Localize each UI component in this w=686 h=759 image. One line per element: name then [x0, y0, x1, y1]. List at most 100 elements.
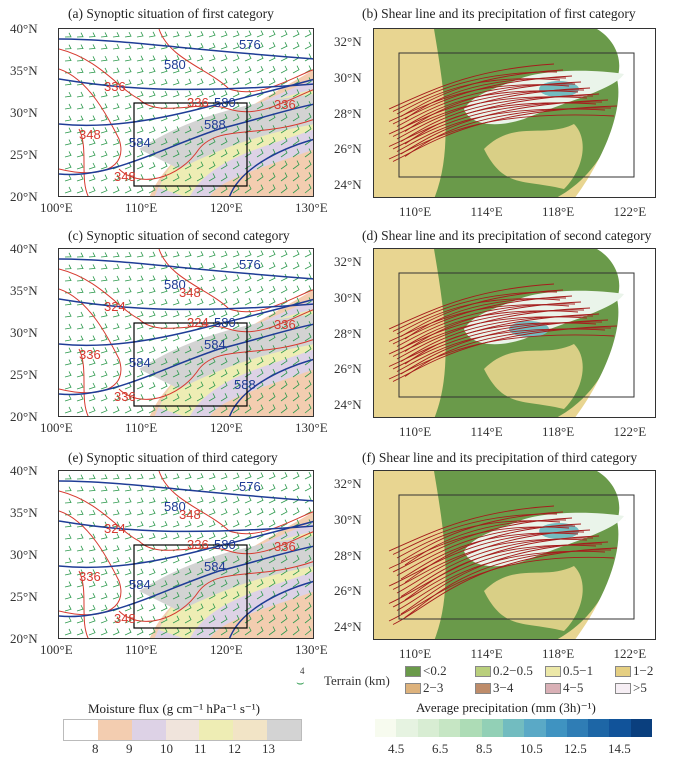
wind-barb — [76, 288, 84, 294]
contour-label-blue: 580 — [164, 499, 186, 514]
contour-label-blue: 580 — [214, 95, 236, 110]
wind-barb — [208, 137, 216, 146]
contour-label-red: 336 — [104, 79, 126, 94]
geopotential-contour — [229, 358, 313, 416]
wind-barb — [112, 55, 120, 62]
wind-barb — [208, 298, 216, 306]
wind-barb — [148, 346, 156, 354]
wind-barb — [136, 334, 144, 342]
wind-barb — [196, 567, 204, 576]
wind-barb — [232, 392, 240, 402]
terrain-legend-text: <0.2 — [423, 663, 447, 678]
wind-barb — [256, 148, 264, 158]
y-tick-label: 24°N — [334, 177, 362, 193]
wind-barb — [196, 393, 204, 402]
wind-barb — [64, 127, 72, 134]
y-tick-label: 35°N — [10, 283, 38, 298]
wind-barb — [220, 393, 228, 402]
wind-barb — [184, 532, 192, 540]
theta-e-contour — [59, 48, 313, 113]
wind-barb — [280, 626, 288, 636]
wind-barb — [136, 114, 144, 122]
wind-barb — [268, 250, 276, 258]
wind-barb — [280, 148, 288, 158]
wind-barb — [268, 184, 276, 194]
wind-barb — [256, 472, 264, 480]
wind-barb — [64, 174, 72, 182]
wind-barb — [256, 484, 264, 492]
x-tick-label: 122°E — [613, 204, 647, 219]
moisture-flux-band — [139, 536, 313, 611]
wind-barb — [244, 274, 252, 282]
geopotential-contour — [59, 38, 313, 60]
wind-barb — [124, 323, 132, 330]
wind-barb — [160, 275, 168, 282]
moisture-flux-tick: 8 — [92, 741, 99, 756]
wind-barb — [268, 578, 276, 588]
wind-barb — [304, 625, 312, 636]
wind-barb — [112, 628, 120, 636]
shear-line — [392, 325, 618, 382]
wind-barb — [256, 54, 264, 62]
wind-barb — [88, 604, 96, 612]
wind-barb — [208, 579, 216, 588]
colorbar-segment — [131, 720, 166, 740]
wind-barb — [304, 261, 312, 270]
wind-barb — [184, 126, 192, 134]
wind-barb — [256, 125, 264, 134]
contour-label-red: 336 — [274, 539, 296, 554]
wind-barb — [280, 101, 288, 110]
wind-barb — [172, 126, 180, 134]
theta-e-contour — [118, 119, 313, 180]
wind-barb — [220, 532, 228, 540]
wind-barb — [268, 136, 276, 146]
y-tick-label: 30°N — [334, 289, 362, 305]
wind-barb — [148, 473, 156, 480]
wind-barb — [220, 262, 228, 270]
wind-barb — [304, 380, 312, 390]
terrain-swatch — [405, 665, 421, 677]
wind-barb — [124, 473, 132, 480]
wind-barb — [172, 286, 180, 294]
wind-barb — [184, 149, 192, 158]
x-tick-label: 100°E — [40, 642, 73, 657]
wind-barb — [64, 406, 72, 414]
wind-barb — [268, 484, 276, 492]
wind-barb — [208, 113, 216, 122]
wind-barb — [136, 174, 144, 182]
x-tick-label: 114°E — [470, 424, 503, 439]
wind-barb — [256, 321, 264, 330]
wind-barb — [112, 394, 120, 402]
y-tick-label: 24°N — [334, 397, 362, 413]
wind-barb — [88, 127, 96, 134]
wind-barb — [304, 41, 312, 50]
synoptic-map-a: 576 580 580 584 588 336 336 336 348 348 — [58, 28, 314, 197]
x-tick-label: 118°E — [542, 646, 575, 661]
wind-barb — [268, 285, 276, 294]
contour-label-red: 336 — [274, 317, 296, 332]
colorbar-segment — [545, 719, 567, 737]
wind-barb — [196, 149, 204, 158]
wind-barb — [208, 310, 216, 318]
wind-barb — [220, 579, 228, 588]
y-tick-label: 25°N — [10, 147, 38, 162]
x-tick-label: 118°E — [542, 204, 575, 219]
shear-line — [392, 75, 573, 125]
wind-barb — [100, 55, 108, 62]
wind-barb — [256, 101, 264, 110]
wind-barb — [148, 90, 156, 98]
wind-barb — [88, 103, 96, 110]
wind-barb — [304, 172, 312, 182]
contour-label-red: 336 — [187, 95, 209, 110]
shear-line — [404, 523, 582, 583]
wind-barb — [124, 79, 132, 86]
wind-barb — [136, 568, 144, 576]
wind-barb — [112, 91, 120, 98]
terrain-legend-label: Terrain (km) — [324, 673, 390, 688]
wind-barb — [100, 569, 108, 576]
wind-barb — [220, 603, 228, 612]
wind-barb — [184, 520, 192, 528]
wind-barb — [148, 67, 156, 74]
wind-barb — [136, 521, 144, 528]
x-tick-label: 110°E — [125, 200, 158, 215]
